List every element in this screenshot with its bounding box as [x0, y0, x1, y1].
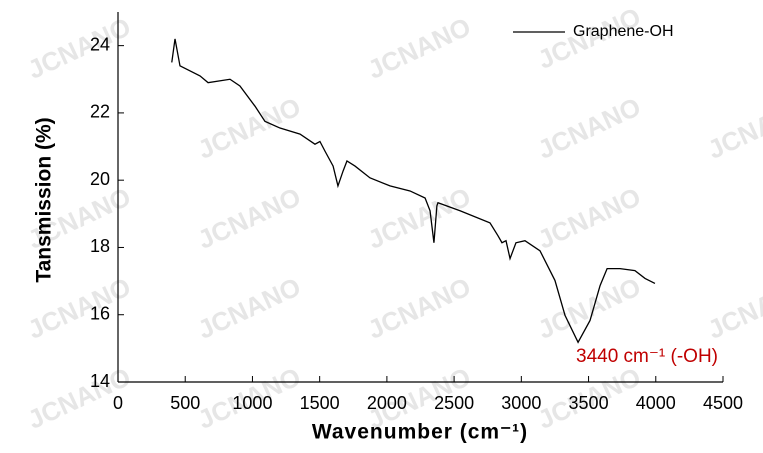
watermark: JCNANO [193, 181, 305, 255]
watermark: JCNANO [193, 91, 305, 165]
x-tick-label: 2000 [367, 393, 407, 413]
x-tick-label: 4500 [703, 393, 743, 413]
x-axis-label: Wavenumber (cm⁻¹) [312, 421, 528, 444]
x-tick-label: 1500 [300, 393, 340, 413]
y-tick-label: 24 [90, 34, 110, 54]
watermark: JCNANO [533, 181, 645, 255]
x-tick-label: 0 [113, 393, 123, 413]
watermark: JCNANO [193, 271, 305, 345]
y-tick-label: 20 [90, 169, 110, 189]
watermark: JCNANO [363, 271, 475, 345]
watermark: JCNANO [703, 91, 763, 165]
y-tick-label: 16 [90, 303, 110, 323]
data-line [171, 38, 656, 344]
watermark: JCNANO [703, 271, 763, 345]
x-tick-label: 1000 [232, 393, 272, 413]
annotation: 3440 cm⁻¹ (-OH) [576, 346, 718, 367]
x-tick-label: 3500 [569, 393, 609, 413]
watermark: JCNANO [363, 11, 475, 85]
y-axis-label: Tansmission (%) [33, 117, 56, 282]
y-tick-label: 18 [90, 236, 110, 256]
y-tick-label: 22 [90, 102, 110, 122]
legend-label: Graphene-OH [573, 23, 674, 40]
watermark: JCNANO [363, 181, 475, 255]
x-tick-label: 4000 [636, 393, 676, 413]
x-tick-label: 2500 [434, 393, 474, 413]
y-tick-label: 14 [90, 371, 110, 391]
x-tick-label: 3000 [501, 393, 541, 413]
watermarks: JCNANO JCNANO JCNANO JCNANO JCNANO JCNANO JCNA… [23, 1, 763, 435]
x-tick-label: 500 [170, 393, 200, 413]
watermark: JCNANO [533, 91, 645, 165]
watermark: JCNANO [533, 271, 645, 345]
